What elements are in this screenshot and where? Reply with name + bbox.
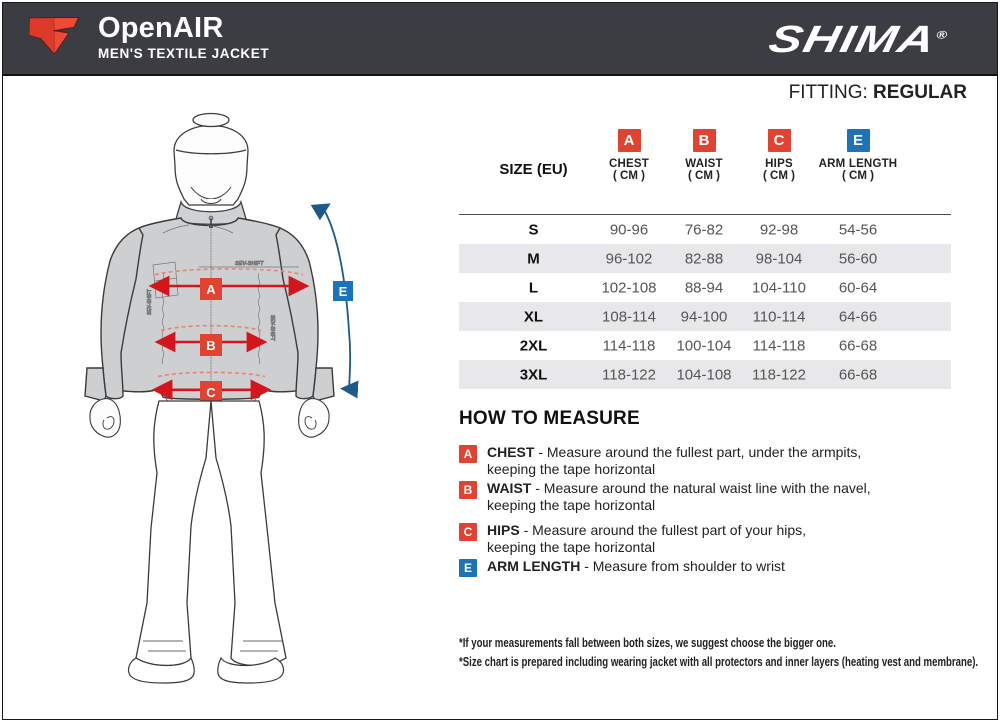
svg-text:SEV-SHIFT: SEV-SHIFT (269, 315, 275, 341)
svg-text:C: C (206, 385, 216, 400)
svg-text:SEV-SHIFT: SEV-SHIFT (147, 289, 153, 315)
svg-text:B: B (206, 338, 215, 353)
svg-text:E: E (339, 284, 348, 299)
svg-text:A: A (206, 282, 216, 297)
svg-text:SEV-SHIFT: SEV-SHIFT (235, 261, 264, 267)
